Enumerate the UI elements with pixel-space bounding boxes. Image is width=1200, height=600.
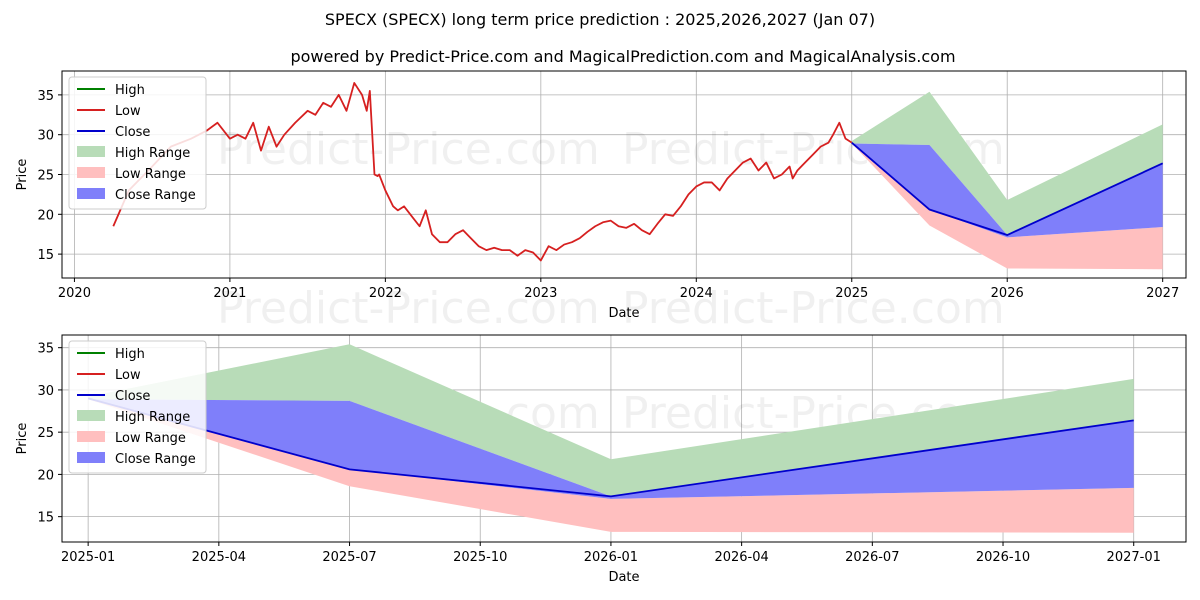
x-tick-label: 2025-10 [453, 550, 507, 565]
plot-area [87, 344, 1134, 533]
legend: High Low Close High Range Low Range Close Ran… [68, 76, 207, 210]
x-tick-label: 2026-10 [976, 550, 1030, 565]
close-range-area [851, 143, 1163, 238]
watermark-text: Predict-Price.com [217, 283, 600, 334]
legend-entry: Low [115, 368, 141, 383]
x-tick-label: 2027 [1146, 286, 1179, 301]
legend-patch-swatch [77, 167, 105, 178]
watermark-text: Predict-Price.com [217, 124, 600, 175]
y-tick-label: 25 [37, 426, 54, 441]
close-forecast-line [851, 141, 1164, 236]
chart-subtitle: powered by Predict-Price.com and Magical… [290, 47, 955, 66]
y-tick-label: 35 [37, 342, 54, 357]
x-tick-label: 2026-07 [845, 550, 899, 565]
y-tick-label: 20 [37, 468, 54, 483]
chart-title: SPECX (SPECX) long term price prediction… [325, 10, 875, 29]
legend-entry: Close [115, 125, 150, 140]
legend-entry: Close [115, 389, 150, 404]
legend-entry: High [115, 83, 145, 98]
low-range-area [851, 143, 1163, 270]
legend-entry: High [115, 347, 145, 362]
x-tick-label: 2022 [369, 286, 402, 301]
legend-entry: Low Range [115, 431, 186, 446]
high-range-area [88, 344, 1134, 497]
x-axis-label: Date [608, 306, 639, 321]
bottom-chart-panel: Predict-Price.comPredict-Price.com2025-0… [15, 334, 1187, 585]
x-tick-label: 2027-01 [1107, 550, 1161, 565]
legend-entry: Close Range [115, 452, 196, 467]
x-axis-label: Date [608, 570, 639, 585]
y-tick-label: 30 [37, 384, 54, 399]
low-price-line [112, 82, 853, 262]
low-range-area [88, 399, 1134, 533]
legend-patch-swatch [77, 431, 105, 442]
x-tick-label: 2025-07 [322, 550, 376, 565]
x-tick-label: 2024 [680, 286, 713, 301]
legend-patch-swatch [77, 410, 105, 421]
legend: High Low Close High Range Low Range Close Ran… [68, 340, 207, 474]
y-tick-label: 35 [37, 89, 54, 104]
x-tick-label: 2026-01 [584, 550, 638, 565]
y-axis-label: Price [15, 423, 30, 455]
legend-entry: Low Range [115, 167, 186, 182]
x-tick-label: 2023 [524, 286, 557, 301]
legend-entry: Close Range [115, 188, 196, 203]
y-tick-label: 15 [37, 248, 54, 263]
x-tick-label: 2026-04 [714, 550, 768, 565]
x-tick-label: 2025-04 [192, 550, 246, 565]
legend-patch-swatch [77, 146, 105, 157]
close-forecast-line [87, 397, 1134, 498]
x-tick-label: 2026 [991, 286, 1024, 301]
legend-entry: High Range [115, 146, 190, 161]
watermark-text: Predict-Price.com [622, 283, 1005, 334]
y-tick-label: 20 [37, 208, 54, 223]
x-tick-label: 2020 [58, 286, 91, 301]
y-tick-label: 15 [37, 511, 54, 526]
legend-patch-swatch [77, 452, 105, 463]
y-axis-label: Price [15, 159, 30, 191]
legend-entry: High Range [115, 410, 190, 425]
legend-patch-swatch [77, 188, 105, 199]
axes-frame [61, 334, 1187, 543]
y-tick-label: 30 [37, 129, 54, 144]
y-tick-label: 25 [37, 169, 54, 184]
legend-entry: Low [115, 104, 141, 119]
top-chart-panel: Predict-Price.com Predict-Price.com Predic… [15, 70, 1187, 334]
close-range-area [88, 399, 1134, 499]
x-tick-label: 2021 [213, 286, 246, 301]
x-tick-label: 2025 [835, 286, 868, 301]
plot-area [112, 82, 1164, 270]
x-tick-label: 2025-01 [61, 550, 115, 565]
